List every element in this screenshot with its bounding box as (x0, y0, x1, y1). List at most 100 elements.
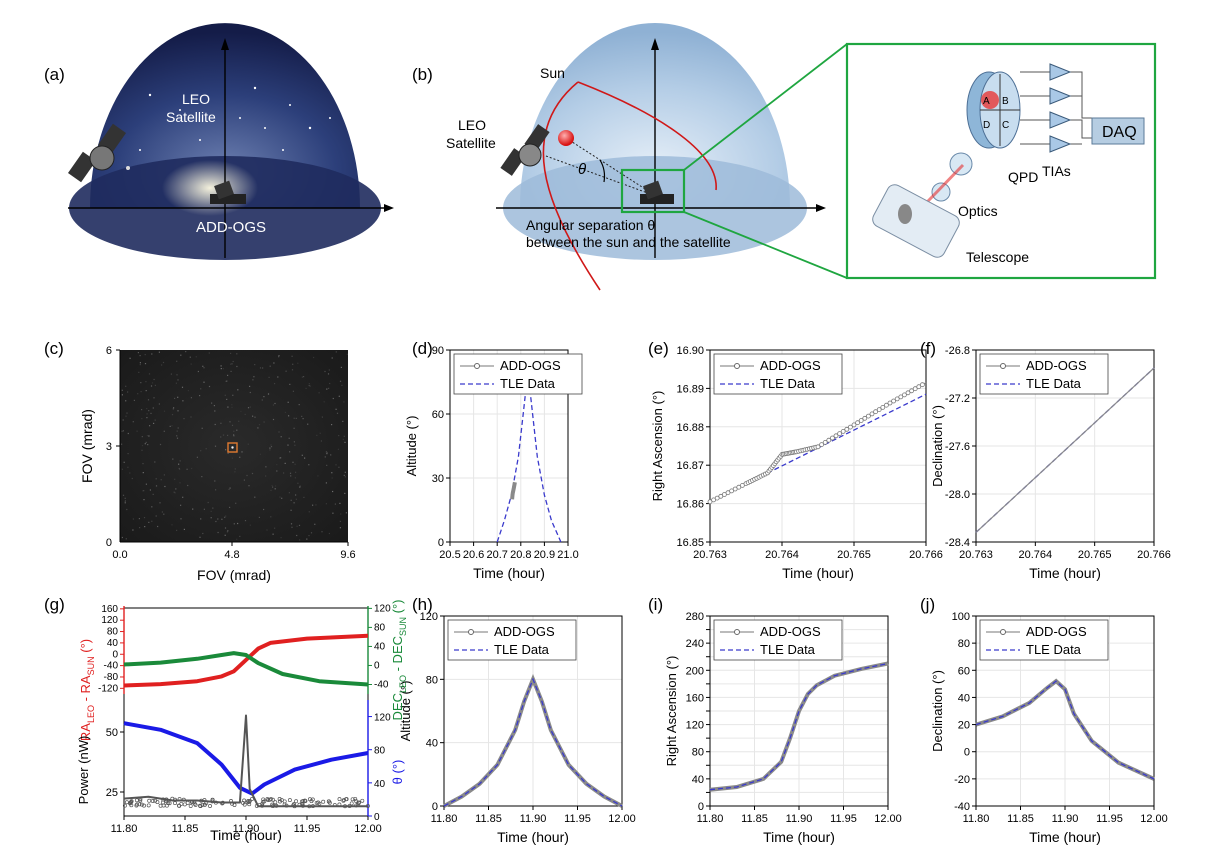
noise-pixel (180, 504, 182, 506)
noise-pixel (335, 464, 337, 466)
series-addogs-point (869, 411, 875, 417)
noise-pixel (177, 410, 179, 412)
noise-pixel (121, 468, 123, 470)
noise-pixel (200, 518, 202, 520)
g-power-point (129, 799, 134, 804)
noise-pixel (146, 413, 148, 415)
noise-pixel (248, 485, 250, 487)
x-axis-arrow (384, 204, 394, 212)
noise-pixel (150, 412, 152, 414)
y-axis-label: Altitude (°) (404, 416, 419, 477)
g-power-point (230, 801, 235, 806)
noise-pixel (274, 488, 276, 490)
panel-tag: (h) (412, 595, 433, 614)
g-power-point (265, 797, 270, 802)
noise-pixel (125, 385, 127, 387)
noise-pixel (153, 378, 155, 381)
panel-b: (b) Sun LEO Satellite θ Angular separati… (412, 23, 848, 291)
noise-pixel (141, 449, 143, 451)
series-addogs-point (873, 409, 878, 415)
noise-pixel (281, 497, 283, 499)
g-power-point (198, 803, 202, 808)
series-addogs-point (819, 442, 824, 448)
noise-pixel (338, 466, 340, 468)
noise-pixel (299, 539, 301, 541)
noise-pixel (196, 456, 198, 458)
noise-pixel (179, 460, 181, 462)
noise-pixel (182, 400, 184, 402)
series-tle-line (496, 371, 562, 543)
g-power-point (277, 797, 282, 801)
noise-pixel (265, 466, 267, 468)
noise-pixel (266, 529, 268, 531)
noise-pixel (129, 472, 131, 474)
noise-pixel (125, 400, 127, 402)
g-power-point (287, 798, 292, 803)
series-addogs-point (884, 402, 889, 408)
quadrant-a: A (983, 96, 990, 107)
noise-pixel (318, 392, 320, 394)
noise-pixel (344, 492, 346, 494)
noise-pixel (172, 458, 174, 460)
noise-pixel (124, 501, 126, 503)
x-tick-label: 11.80 (963, 813, 990, 825)
noise-pixel (139, 527, 141, 529)
g-power-point (294, 799, 299, 804)
noise-pixel (195, 356, 197, 358)
series-addogs-point (718, 493, 724, 499)
c-xtick-label: 4.8 (224, 549, 239, 561)
noise-pixel (345, 512, 347, 514)
g-power-point (342, 797, 346, 802)
noise-pixel (328, 369, 330, 371)
series-addogs-point (844, 426, 850, 432)
telescope-icon (872, 184, 960, 258)
g-power-point (208, 804, 212, 808)
series-addogs-point (711, 497, 716, 503)
noise-pixel (207, 501, 209, 504)
noise-pixel (272, 486, 274, 488)
noise-pixel (339, 520, 341, 522)
g-x-tick-label: 11.85 (172, 823, 199, 835)
noise-pixel (270, 489, 272, 491)
noise-pixel (308, 464, 310, 466)
y-tick-label: 16.89 (676, 383, 704, 395)
noise-pixel (272, 533, 274, 535)
y-tick-label: 16.87 (676, 460, 704, 472)
noise-pixel (325, 451, 327, 453)
legend-addogs-label: ADD-OGS (500, 358, 561, 373)
series-addogs-point (714, 495, 720, 501)
x-tick-label: 11.95 (830, 813, 857, 825)
noise-pixel (157, 525, 159, 528)
noise-pixel (274, 383, 276, 385)
series-addogs-point (880, 404, 886, 410)
noise-pixel (340, 366, 342, 368)
noise-pixel (131, 477, 133, 480)
plot-frame (709, 349, 927, 543)
noise-pixel (290, 475, 292, 477)
noise-pixel (259, 367, 262, 369)
noise-pixel (251, 472, 254, 475)
series-addogs-point (902, 392, 907, 398)
noise-pixel (342, 420, 344, 422)
noise-pixel (236, 538, 238, 540)
noise-pixel (344, 476, 346, 478)
noise-pixel (143, 499, 145, 501)
series-addogs-point (862, 415, 868, 421)
noise-pixel (277, 376, 279, 378)
g-power-point (326, 799, 331, 804)
noise-pixel (181, 386, 184, 388)
x-tick-label: 20.764 (1019, 549, 1053, 561)
noise-pixel (148, 410, 150, 412)
noise-pixel (229, 487, 231, 489)
legend-addogs-marker (474, 363, 480, 369)
g-x-tick-label: 12.00 (354, 823, 382, 835)
noise-pixel (293, 417, 295, 419)
noise-pixel (331, 477, 333, 479)
noise-pixel (224, 394, 226, 396)
legend-tle-label: TLE Data (500, 376, 556, 391)
g-power-point (260, 803, 265, 808)
station-zoom-box (620, 168, 686, 214)
g-power-point (202, 798, 207, 803)
c-ytick-label: 0 (106, 537, 112, 549)
y-tick-label: 0 (438, 537, 444, 549)
